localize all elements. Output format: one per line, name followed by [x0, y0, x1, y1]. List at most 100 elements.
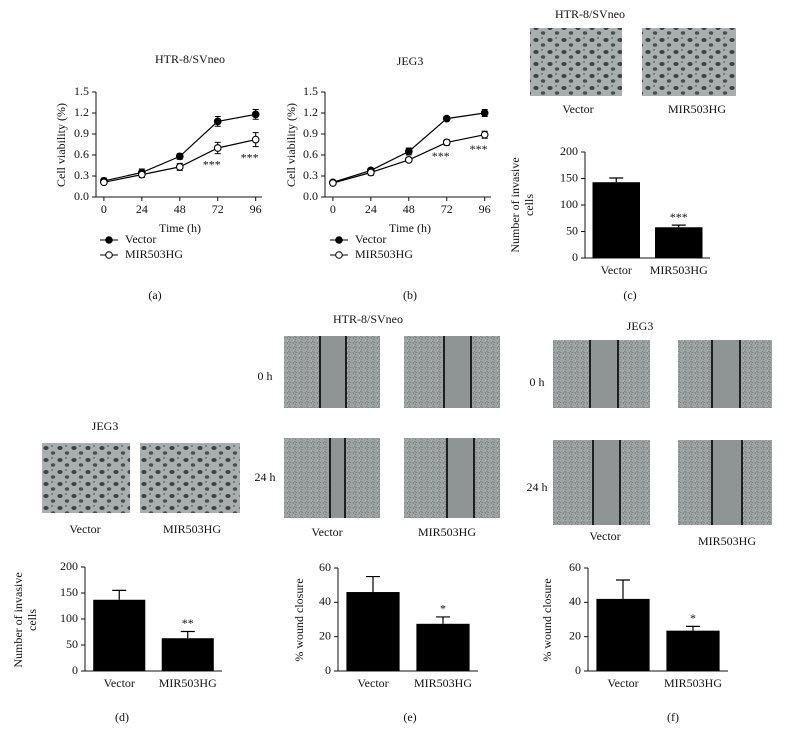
x-tick-label: 72 [212, 202, 224, 216]
marker [175, 163, 184, 171]
y-tick-label: 1.2 [303, 105, 318, 119]
micrograph [140, 443, 240, 513]
y-tick-label: 50 [66, 637, 78, 651]
significance: ** [182, 616, 194, 630]
significance: *** [203, 157, 221, 171]
micrograph [42, 443, 130, 513]
y-axis-label: Cell viability (%) [54, 103, 68, 187]
error-bar [671, 224, 686, 228]
marker [404, 147, 413, 156]
image-caption: Vector [69, 522, 100, 536]
row-label: 0 h [530, 375, 545, 389]
marker [480, 109, 489, 117]
y-tick-label: 1.2 [74, 105, 89, 119]
image-caption: MIR503HG [163, 522, 221, 536]
scratch-gap [712, 340, 740, 408]
image-title: JEG3 [627, 319, 654, 333]
bar [416, 623, 470, 671]
y-tick-label: 150 [560, 170, 578, 184]
y-tick-label: 0.9 [74, 126, 89, 140]
y-tick-label: 0.6 [74, 147, 89, 161]
marker [404, 156, 413, 164]
image-caption: Vector [311, 525, 342, 539]
micrograph [642, 28, 736, 96]
scratch-gap [593, 440, 620, 525]
legend-marker [335, 236, 343, 244]
x-tick-label: 0 [101, 202, 107, 216]
y-axis-label: Cell viability (%) [284, 103, 298, 187]
x-tick-label: 96 [250, 202, 262, 216]
micrograph [530, 28, 622, 96]
error-bar [436, 616, 450, 624]
image-caption: Vector [562, 102, 593, 116]
legend-marker [105, 251, 113, 259]
marker [137, 170, 146, 179]
marker [251, 135, 260, 144]
bar [93, 599, 146, 671]
y-tick-label: 0 [72, 663, 78, 677]
y-tick-label: 1.5 [74, 84, 89, 98]
scratch-gap [447, 438, 474, 518]
bar [346, 592, 400, 671]
x-tick-label: MIR503HG [664, 676, 722, 690]
panel-label: (f) [667, 710, 679, 724]
scratch-gap [444, 336, 471, 408]
y-axis-label: Number of invasive [508, 157, 522, 252]
row-label: 24 h [527, 480, 548, 494]
error-bar [609, 177, 624, 183]
y-tick-label: 200 [560, 144, 578, 158]
y-axis-label: % wound closure [292, 578, 306, 661]
x-tick-label: MIR503HG [414, 676, 472, 690]
marker [251, 110, 260, 119]
significance: *** [432, 149, 450, 163]
y-tick-label: 60 [569, 560, 581, 574]
x-tick-label: MIR503HG [159, 676, 217, 690]
legend-marker [335, 251, 343, 259]
significance: * [440, 602, 446, 616]
x-tick-label: 48 [403, 202, 415, 216]
legend-label: Vector [355, 232, 386, 246]
marker [100, 178, 108, 187]
marker [480, 130, 489, 139]
panel-label: (a) [148, 288, 161, 302]
significance: *** [470, 142, 488, 156]
y-axis-label: Number of invasive [11, 572, 25, 667]
bar [161, 638, 214, 671]
x-tick-label: 72 [441, 202, 453, 216]
x-tick-label: 24 [136, 202, 148, 216]
marker [175, 152, 184, 161]
y-tick-label: 200 [60, 559, 78, 573]
y-axis-label: % wound closure [540, 578, 554, 661]
significance: * [690, 611, 696, 625]
row-label: 0 h [258, 369, 273, 383]
x-tick-label: Vector [607, 676, 638, 690]
marker [213, 117, 222, 126]
legend-label: MIR503HG [355, 247, 413, 261]
chart-title: HTR-8/SVneo [155, 52, 225, 66]
panel-label: (b) [403, 288, 417, 302]
image-title: HTR-8/SVneo [333, 312, 403, 326]
y-tick-label: 0.6 [303, 147, 318, 161]
x-axis-label: Time (h) [159, 221, 201, 235]
x-tick-label: MIR503HG [650, 263, 708, 277]
error-bar [616, 579, 630, 599]
significance: *** [241, 150, 259, 164]
scratch-gap [712, 440, 742, 525]
y-tick-label: 0.0 [74, 189, 89, 203]
y-tick-label: 1.5 [303, 84, 318, 98]
y-tick-label: 40 [319, 594, 331, 608]
y-tick-label: 0.0 [303, 189, 318, 203]
x-tick-label: 96 [479, 202, 491, 216]
image-caption: MIR503HG [698, 534, 756, 548]
panel-label: (e) [403, 710, 416, 724]
image-caption: MIR503HG [668, 102, 726, 116]
y-tick-label: 0.3 [74, 168, 89, 182]
significance: *** [670, 210, 688, 224]
legend-label: Vector [125, 232, 156, 246]
marker [442, 114, 451, 123]
image-caption: Vector [589, 529, 620, 543]
error-bar [112, 589, 127, 600]
legend-label: MIR503HG [125, 247, 183, 261]
bar [596, 598, 650, 671]
